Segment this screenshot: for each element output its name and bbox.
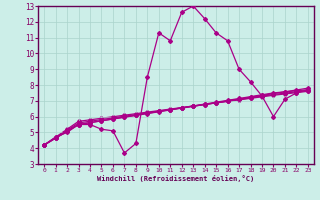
X-axis label: Windchill (Refroidissement éolien,°C): Windchill (Refroidissement éolien,°C) [97, 175, 255, 182]
